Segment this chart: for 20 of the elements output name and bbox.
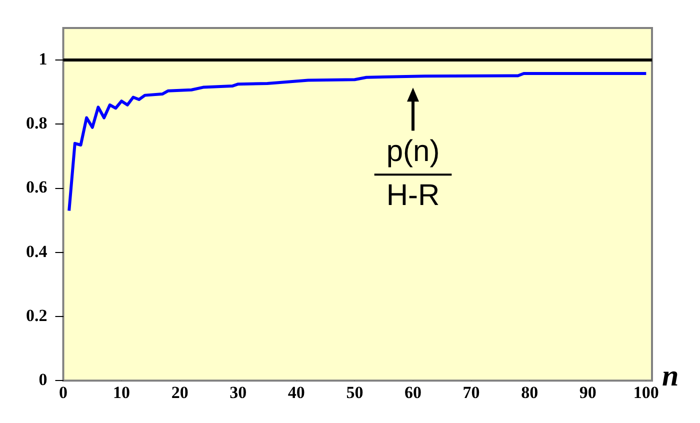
x-tick-label: 40 [288,383,305,402]
x-tick-label: 60 [404,383,422,402]
x-tick-label: 70 [462,383,480,402]
x-tick-label: 10 [113,383,130,402]
x-tick-label: 0 [59,383,68,402]
y-tick-label: 1 [38,49,48,68]
y-tick-label: 0.4 [26,242,48,261]
x-tick-label: 30 [230,383,247,402]
x-axis-title: n [662,359,679,392]
x-tick-label: 90 [579,383,596,402]
y-tick-label: 0 [38,370,48,389]
x-tick-label: 20 [171,383,188,402]
x-tick-label: 50 [346,383,364,402]
annotation: H-R [386,178,440,212]
y-tick-label: 0.2 [26,306,48,325]
x-tick-label: 80 [521,383,538,402]
x-tick-label: 100 [633,383,659,402]
y-tick-label: 0.8 [26,114,48,133]
y-tick-label: 0.6 [26,178,48,197]
annotation: p(n) [386,134,440,168]
